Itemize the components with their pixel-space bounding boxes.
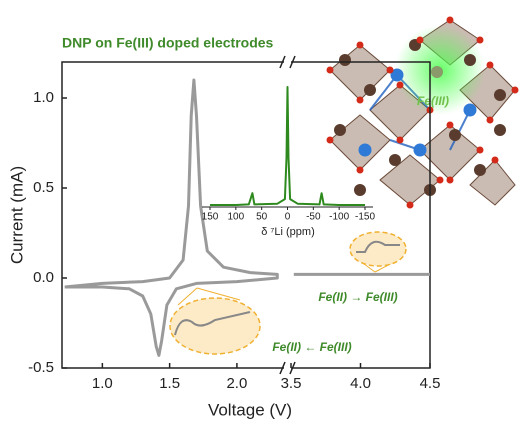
x-tick-label: 4.0	[350, 375, 371, 392]
axis-break	[289, 55, 296, 69]
x-tick-label: 4.5	[420, 375, 441, 392]
y-tick-label: 0.0	[33, 269, 54, 286]
axis-break	[289, 361, 296, 375]
axis-break	[279, 361, 286, 375]
zoom-callouts	[169, 231, 407, 355]
inset-x-tick-label: -100	[329, 212, 349, 223]
y-tick-label: 1.0	[33, 89, 54, 106]
x-tick-label: 3.5	[281, 375, 302, 392]
chart-title: DNP on Fe(III) doped electrodes	[62, 35, 274, 51]
inset-x-tick-label: 100	[227, 212, 244, 223]
x-axis-label: Voltage (V)	[208, 400, 292, 419]
annotation: Fe(III)	[417, 94, 449, 108]
inset-x-tick-label: 150	[202, 212, 219, 223]
annotation: Fe(II) ← Fe(III)	[272, 340, 351, 354]
data-line	[64, 78, 279, 357]
x-tick-label: 2.0	[226, 375, 247, 392]
inset-x-tick-label: 0	[285, 212, 291, 223]
inset-x-tick-label: -50	[306, 212, 321, 223]
annotation: Fe(II) → Fe(III)	[318, 290, 397, 304]
data-line	[210, 86, 365, 206]
inset-x-label: δ ⁷Li (ppm)	[261, 226, 315, 238]
y-tick-label: -0.5	[28, 359, 54, 376]
inset-x-tick-label: 50	[256, 212, 268, 223]
x-tick-label: 1.5	[159, 375, 180, 392]
x-tick-label: 1.0	[92, 375, 113, 392]
y-tick-label: 0.5	[33, 179, 54, 196]
y-axis-label: Current (mA)	[7, 166, 26, 264]
crystal-structure	[326, 16, 519, 209]
inset-x-tick-label: -150	[355, 212, 375, 223]
axis-break	[279, 55, 286, 69]
